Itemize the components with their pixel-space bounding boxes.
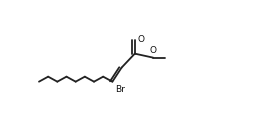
Text: O: O xyxy=(150,46,157,55)
Text: Br: Br xyxy=(115,85,125,94)
Text: O: O xyxy=(138,35,145,44)
